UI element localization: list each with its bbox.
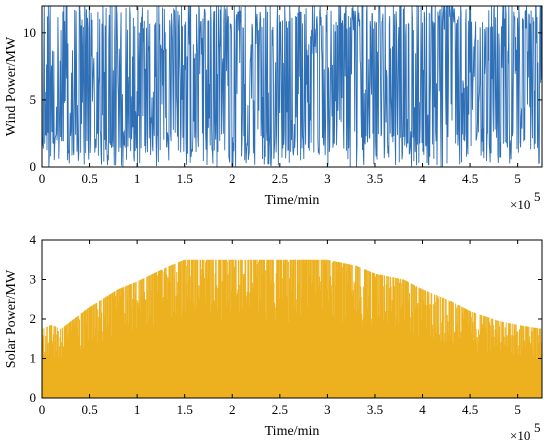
x-tick-label: 1 (134, 402, 141, 417)
y-axis-label: Wind Power/MW (4, 36, 19, 136)
x-tick-label: 4.5 (462, 171, 478, 186)
x-multiplier-exponent: 5 (534, 189, 541, 204)
x-tick-label: 5 (514, 402, 521, 417)
wind-series (42, 6, 542, 167)
x-axis-label: Time/min (265, 193, 320, 208)
x-tick-label: 2.5 (272, 171, 288, 186)
x-tick-label: 3.5 (367, 402, 383, 417)
y-tick-label: 5 (30, 92, 37, 107)
x-tick-label: 1.5 (177, 402, 193, 417)
x-multiplier-exponent: 5 (534, 420, 541, 435)
x-tick-label: 2 (229, 171, 236, 186)
x-tick-label: 0 (39, 171, 46, 186)
x-axis-label: Time/min (265, 424, 320, 439)
x-tick-label: 2.5 (272, 402, 288, 417)
x-tick-label: 3 (324, 171, 331, 186)
x-tick-label: 4 (419, 402, 426, 417)
x-tick-label: 0.5 (81, 402, 97, 417)
x-tick-label: 1 (134, 171, 141, 186)
x-tick-label: 0.5 (81, 171, 97, 186)
y-tick-label: 1 (30, 351, 37, 366)
x-tick-label: 3.5 (367, 171, 383, 186)
solar-power-bars (42, 259, 542, 398)
x-multiplier: ×10 (510, 428, 530, 443)
x-multiplier: ×10 (510, 197, 530, 212)
y-tick-label: 10 (23, 25, 36, 40)
x-tick-label: 0 (39, 402, 46, 417)
wind-power-line (42, 6, 542, 167)
y-tick-label: 2 (30, 311, 37, 326)
solar-power-chart: 0 0.5 1 1.5 2 2.5 3 3.5 4 4.5 5 0 1 2 3 4 Time/min Solar … (4, 232, 543, 443)
x-tick-label: 2 (229, 402, 236, 417)
y-tick-label: 0 (30, 159, 37, 174)
x-tick-label: 4 (419, 171, 426, 186)
y-tick-label: 3 (30, 272, 37, 287)
x-tick-label: 1.5 (177, 171, 193, 186)
solar-series (42, 259, 542, 398)
y-tick-label: 0 (30, 390, 37, 405)
y-tick-label: 4 (30, 232, 37, 247)
wind-power-chart: 0 0.5 1 1.5 2 2.5 3 3.5 4 4.5 5 0 5 10 Time/min Wind Po… (4, 5, 543, 212)
y-axis-label: Solar Power/MW (4, 269, 19, 368)
x-tick-label: 4.5 (462, 402, 478, 417)
x-tick-label: 3 (324, 402, 331, 417)
x-tick-label: 5 (514, 171, 521, 186)
axes-frame (41, 5, 543, 168)
